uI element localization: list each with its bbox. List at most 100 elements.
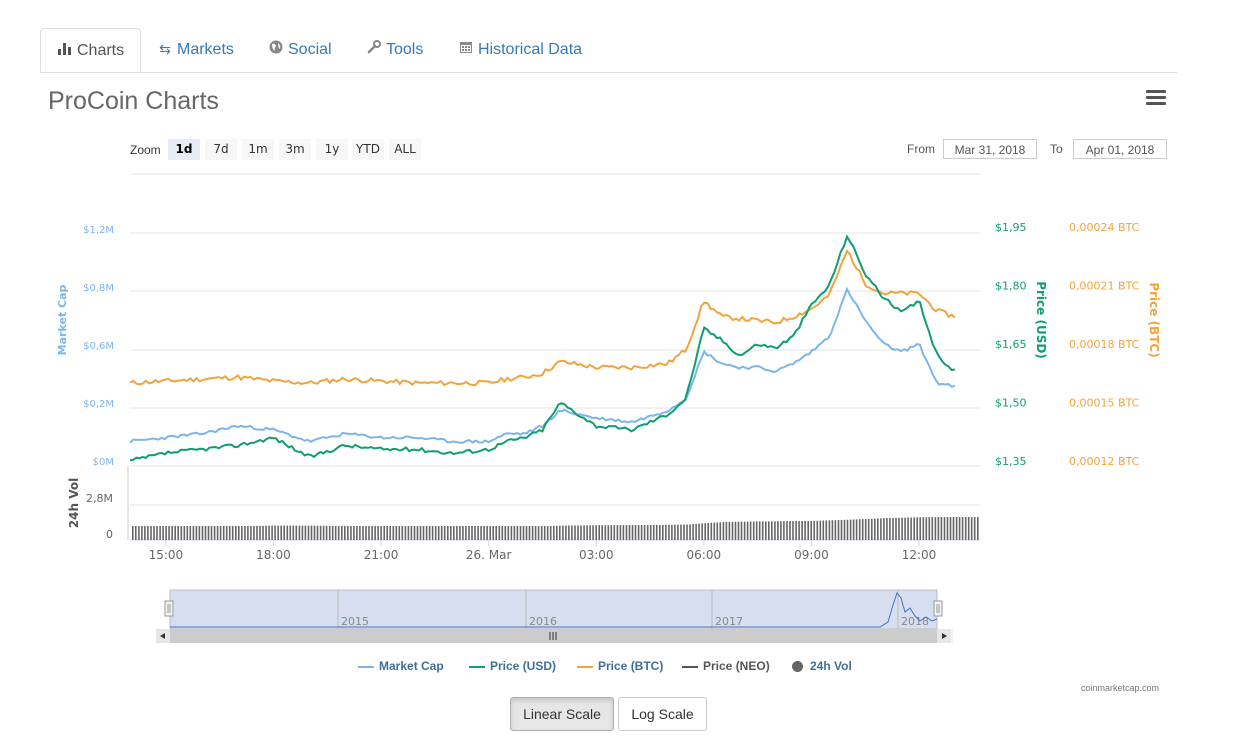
navigator-handle-right[interactable]: [933, 600, 943, 617]
x-tick-label: 15:00: [149, 548, 184, 562]
volume-bar: [792, 521, 794, 540]
volume-bar: [428, 526, 431, 540]
volume-bar: [277, 525, 279, 540]
zoom-3m-button[interactable]: 3m: [279, 139, 311, 160]
volume-bar: [774, 521, 776, 540]
from-label: From: [907, 142, 935, 156]
zoom-1m-button[interactable]: 1m: [242, 139, 274, 160]
volume-bar: [816, 520, 819, 540]
volume-bar: [528, 526, 531, 540]
volume-bar: [613, 525, 616, 540]
volume-bar: [286, 525, 289, 540]
legend-price-neo[interactable]: Price (NEO): [682, 659, 770, 675]
legend-price-btc[interactable]: Price (BTC): [577, 659, 663, 675]
volume-bar: [247, 525, 249, 540]
volume-bar: [801, 520, 803, 540]
credit-link[interactable]: coinmarketcap.com: [1081, 683, 1160, 693]
navigator-handle-left[interactable]: [164, 600, 174, 617]
zoom-all-button[interactable]: ALL: [389, 139, 421, 160]
volume-bar: [562, 525, 564, 540]
volume-bar: [235, 526, 237, 540]
navigator-year-label: 2015: [341, 615, 369, 628]
price-usd-axis-title: Price (USD): [1034, 281, 1048, 359]
volume-bar: [398, 526, 401, 540]
legend-price-btc-label: Price (BTC): [598, 659, 664, 673]
from-date-input[interactable]: Mar 31, 2018: [943, 139, 1037, 159]
volume-bar: [337, 525, 340, 540]
volume-bar: [477, 526, 479, 540]
volume-bar: [350, 526, 352, 540]
volume-bar: [852, 519, 855, 540]
tab-charts-label: Charts: [77, 42, 125, 59]
volume-bar: [304, 525, 307, 540]
volume-bar: [607, 525, 610, 540]
volume-bar: [619, 525, 622, 540]
volume-bar: [719, 522, 722, 540]
volume-bar: [892, 517, 894, 540]
hamburger-menu-icon[interactable]: [1146, 90, 1166, 106]
volume-bar: [498, 526, 501, 540]
legend-24h-vol[interactable]: 24h Vol: [792, 659, 852, 675]
volume-bar: [334, 525, 337, 540]
volume-bar: [771, 521, 773, 540]
volume-bar: [889, 517, 891, 540]
linear-scale-button[interactable]: Linear Scale: [510, 697, 614, 731]
volume-bar: [780, 521, 782, 540]
market-cap-tick: $1,2M: [83, 225, 114, 236]
volume-bar: [837, 520, 840, 540]
volume-bar: [840, 519, 843, 540]
volume-bar: [525, 526, 528, 540]
navigator-scrollbar[interactable]: [156, 629, 953, 643]
price-usd-tick: $1,50: [995, 397, 1027, 410]
volume-bar: [901, 517, 903, 540]
volume-bar: [846, 519, 849, 540]
volume-tick: 0: [106, 528, 113, 541]
volume-bar: [728, 521, 731, 540]
volume-bar: [822, 520, 825, 540]
volume-bar: [386, 526, 388, 540]
to-date-input[interactable]: Apr 01, 2018: [1073, 139, 1167, 159]
volume-bar: [789, 521, 791, 540]
navigator-series: [170, 591, 938, 628]
tab-historical-data[interactable]: Historical Data: [442, 28, 598, 71]
volume-bar: [749, 521, 752, 540]
volume-bar: [553, 525, 555, 540]
volume-bar: [680, 524, 682, 540]
volume-bar: [183, 526, 186, 540]
volume-bar: [489, 526, 491, 540]
volume-bar: [483, 526, 485, 540]
volume-bar: [462, 526, 464, 540]
zoom-1d-button[interactable]: 1d: [168, 139, 200, 160]
market-cap-axis-title: Market Cap: [56, 285, 69, 356]
volume-bar: [153, 526, 155, 540]
volume-bar: [777, 521, 779, 540]
tab-markets[interactable]: ⇆ Markets: [141, 28, 250, 71]
legend-market-cap[interactable]: Market Cap: [358, 659, 444, 675]
tab-social[interactable]: Social: [252, 28, 348, 71]
volume-bar: [646, 524, 649, 540]
volume-bar: [743, 521, 746, 540]
navigator-year-label: 2017: [715, 615, 743, 628]
volume-bar: [150, 526, 152, 540]
tab-charts[interactable]: Charts: [40, 28, 142, 72]
volume-bar: [910, 517, 912, 540]
zoom-7d-button[interactable]: 7d: [205, 139, 237, 160]
zoom-label: Zoom: [130, 143, 161, 157]
volume-bar: [471, 526, 473, 540]
zoom-1y-button[interactable]: 1y: [316, 139, 348, 160]
to-label: To: [1050, 142, 1063, 156]
legend-market-cap-label: Market Cap: [379, 659, 444, 673]
volume-bar: [274, 525, 276, 540]
navigator-handle-right-box: [933, 600, 943, 617]
zoom-ytd-button[interactable]: YTD: [352, 139, 384, 160]
volume-bar: [843, 519, 846, 540]
volume-bar: [937, 517, 940, 540]
volume-bar: [159, 526, 161, 540]
volume-bar: [737, 521, 740, 540]
log-scale-button[interactable]: Log Scale: [618, 697, 707, 731]
tab-tools[interactable]: Tools: [350, 28, 439, 71]
volume-bar: [546, 526, 549, 540]
page-title: ProCoin Charts: [48, 87, 219, 115]
legend-price-usd[interactable]: Price (USD): [469, 659, 556, 675]
